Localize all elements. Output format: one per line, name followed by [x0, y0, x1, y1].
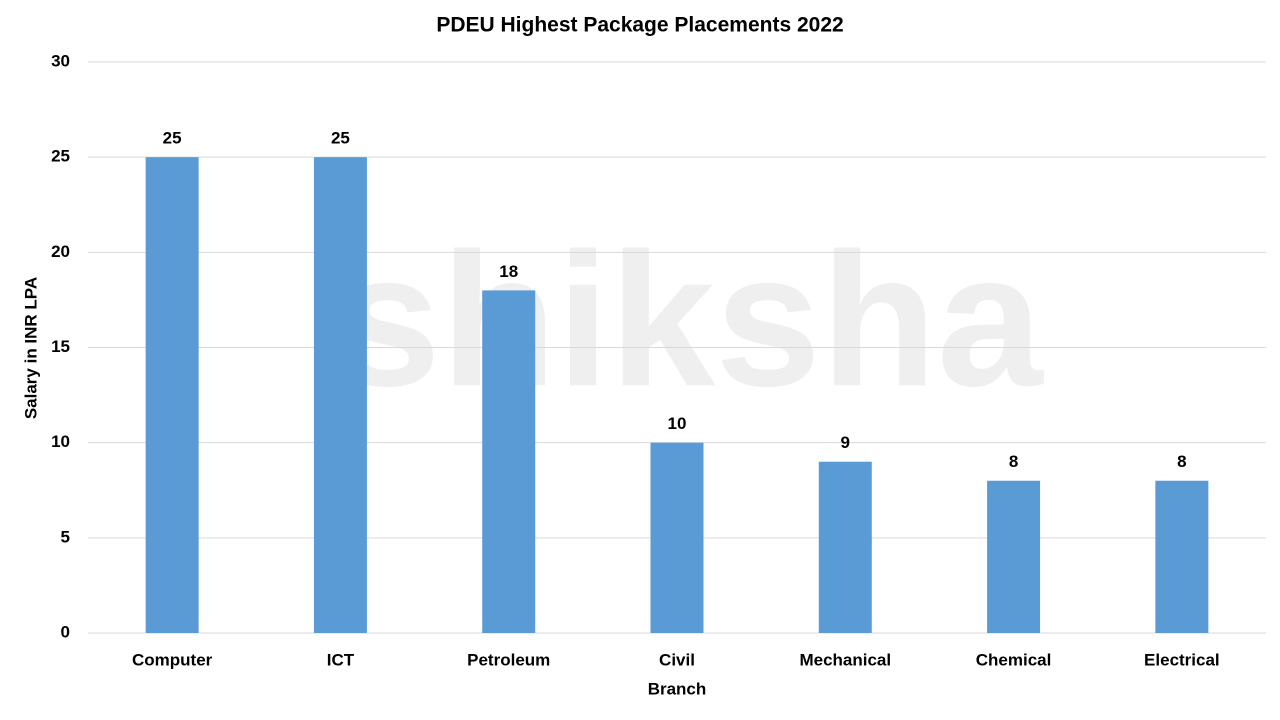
chart-title: PDEU Highest Package Placements 2022: [436, 14, 843, 37]
x-tick-label: ICT: [327, 650, 355, 669]
data-label: 9: [841, 433, 850, 452]
data-label: 8: [1009, 452, 1018, 471]
bar: [482, 290, 536, 633]
bar: [1155, 480, 1209, 633]
x-tick-label: Electrical: [1144, 650, 1220, 669]
bar: [313, 157, 367, 633]
data-label: 10: [668, 414, 687, 433]
watermark: shiksha: [335, 214, 1044, 426]
data-label: 18: [499, 262, 518, 281]
x-tick-label: Chemical: [976, 650, 1052, 669]
data-label: 25: [163, 129, 182, 148]
data-label: 8: [1177, 452, 1186, 471]
bar: [650, 442, 704, 633]
y-tick-label: 0: [61, 622, 70, 641]
x-tick-label: Civil: [659, 650, 695, 669]
y-tick-label: 5: [61, 527, 70, 546]
bar: [818, 461, 872, 633]
y-axis-label: Salary in INR LPA: [21, 277, 40, 419]
y-tick-label: 30: [51, 51, 70, 70]
x-tick-label: Petroleum: [467, 650, 550, 669]
bar: [145, 157, 199, 633]
data-label: 25: [331, 129, 350, 148]
y-tick-label: 20: [51, 242, 70, 261]
y-tick-label: 15: [51, 337, 70, 356]
y-tick-label: 25: [51, 147, 70, 166]
bar: [987, 480, 1041, 633]
x-axis-label: Branch: [648, 679, 707, 698]
x-tick-label: Computer: [132, 650, 213, 669]
y-tick-label: 10: [51, 432, 70, 451]
x-tick-label: Mechanical: [799, 650, 891, 669]
